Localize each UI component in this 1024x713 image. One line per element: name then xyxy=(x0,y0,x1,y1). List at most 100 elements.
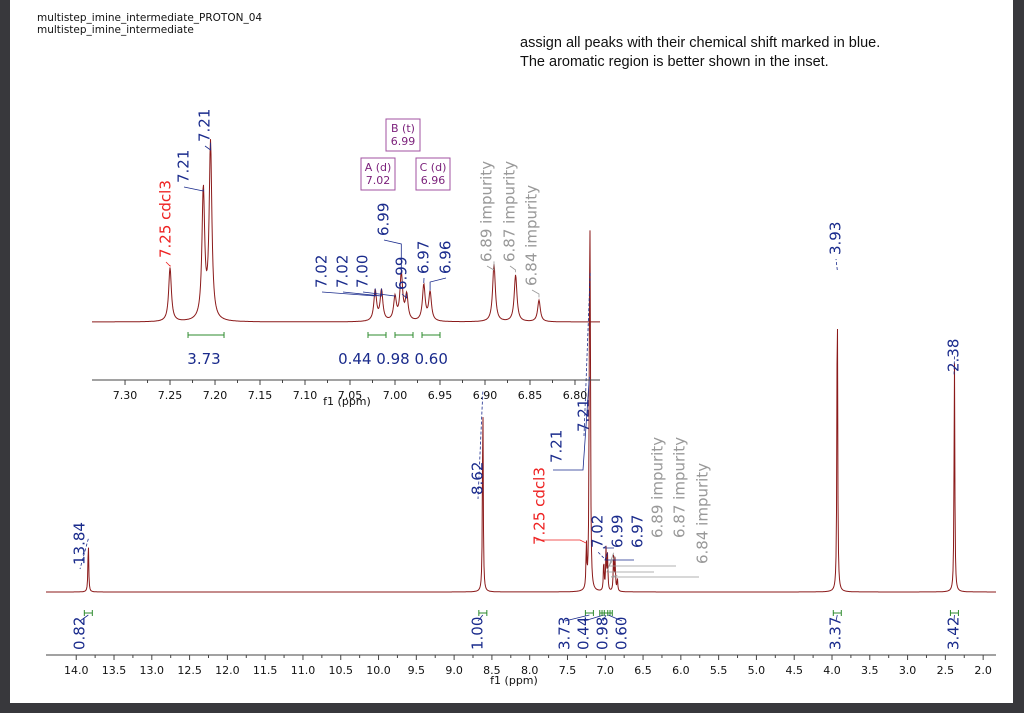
main-integral-leader xyxy=(608,614,623,622)
main-x-axis-tick-label: 5.0 xyxy=(748,664,766,677)
main-integral-leader xyxy=(79,614,89,622)
spectrum-titles: multistep_imine_intermediate_PROTON_04 m… xyxy=(37,12,262,36)
inset-peak-leader xyxy=(531,289,540,298)
main-peak-leader xyxy=(536,539,587,544)
main-peak-label: 6.97 xyxy=(629,515,647,548)
inset-peak-label: 7.02 xyxy=(313,255,331,288)
main-integral-label: 0.44 xyxy=(575,617,593,650)
inset-peak-leader xyxy=(204,142,211,151)
instructions: assign all peaks with their chemical shi… xyxy=(520,34,880,72)
main-x-axis-tick-label: 3.0 xyxy=(899,664,917,677)
main-x-axis-tick-label: 13.0 xyxy=(140,664,165,677)
inset-peak-label: 6.99 xyxy=(393,257,411,290)
experiment-title: multistep_imine_intermediate_PROTON_04 xyxy=(37,12,263,24)
main-integral-label: 0.82 xyxy=(71,617,89,650)
inset-peak-label: 7.02 xyxy=(334,255,352,288)
inset-peak-label: 6.87 impurity xyxy=(501,161,519,262)
main-integral-label: 3.42 xyxy=(945,617,963,650)
main-integral-label: 1.00 xyxy=(469,617,487,650)
main-peak-label: 2.38 xyxy=(945,339,963,372)
main-x-axis-tick-label: 11.5 xyxy=(253,664,278,677)
multiplet-label: C (d) xyxy=(420,161,447,174)
main-x-axis-tick-label: 7.0 xyxy=(597,664,615,677)
main-integral-label: 0.60 xyxy=(613,617,631,650)
main-x-axis-tick-label: 4.5 xyxy=(785,664,803,677)
inset-peak-label: 6.84 impurity xyxy=(523,185,541,286)
main-peak-leader xyxy=(553,376,590,471)
inset-peak-leader xyxy=(165,261,171,267)
main-x-axis-tick-label: 12.0 xyxy=(215,664,240,677)
main-peak-leader xyxy=(597,551,605,559)
main-integral-leader xyxy=(477,614,484,622)
multiplet-box xyxy=(385,118,421,152)
sample-title: multistep_imine_intermediate xyxy=(37,24,194,36)
main-x-axis-tick-label: 2.5 xyxy=(937,664,955,677)
main-integral-label: 3.37 xyxy=(827,617,845,650)
inset-integral-label: 3.73 xyxy=(187,350,220,368)
inset-integral-label: 0.44 0.98 0.60 xyxy=(338,350,448,368)
inset-peak-leader xyxy=(321,288,376,297)
inset-peak-label: 7.21 xyxy=(175,150,193,183)
main-x-axis-tick-label: 6.0 xyxy=(672,664,690,677)
instruction-line-1: assign all peaks with their chemical shi… xyxy=(520,35,881,51)
inset-x-axis-tick-label: 6.85 xyxy=(518,389,543,402)
main-peak-label: 8.62 xyxy=(469,462,487,495)
main-peak-label: 7.21 xyxy=(548,430,566,463)
main-x-axis-tick-label: 11.0 xyxy=(291,664,316,677)
main-peak-leader xyxy=(608,555,676,567)
inset-x-axis-tick-label: 7.00 xyxy=(383,389,408,402)
inset-peak-label: 7.21 xyxy=(196,109,214,142)
inset-peak-leader xyxy=(383,239,402,273)
multiplet-box xyxy=(415,157,451,191)
main-integral-label: 0.98 xyxy=(594,617,612,650)
main-peak-leader xyxy=(606,552,654,573)
inset-x-axis-tick-label: 7.20 xyxy=(203,389,228,402)
main-x-axis-tick-label: 10.0 xyxy=(366,664,391,677)
inset-peak-label: 6.97 xyxy=(415,241,433,274)
inset-peak-leader xyxy=(486,261,495,271)
main-peak-leader xyxy=(610,574,699,578)
main-peak-leader xyxy=(602,546,614,549)
inset-x-axis-title: f1 (ppm) xyxy=(323,395,371,408)
multiplet-shift: 6.96 xyxy=(421,174,446,187)
main-peak-leader xyxy=(604,552,634,561)
main-peak-leader xyxy=(583,273,591,437)
main-peak-label: 7.02 xyxy=(589,515,607,548)
main-integral-leader xyxy=(602,614,607,622)
main-x-axis-tick-label: 9.5 xyxy=(408,664,426,677)
instruction-line-2: The aromatic region is better shown in t… xyxy=(520,54,829,70)
inset-peak-label: 7.25 cdcl3 xyxy=(157,180,175,258)
inset-x-axis-tick-label: 6.95 xyxy=(428,389,453,402)
main-peak-label: 3.93 xyxy=(827,222,845,255)
document-page: multistep_imine_intermediate_PROTON_04 m… xyxy=(10,0,1013,703)
main-x-axis-title: f1 (ppm) xyxy=(490,674,538,687)
inset-x-axis-tick-label: 7.10 xyxy=(293,389,318,402)
main-x-axis-tick-label: 8.5 xyxy=(483,664,501,677)
inset-x-axis-tick-label: 7.25 xyxy=(158,389,183,402)
multiplet-shift: 6.99 xyxy=(391,135,416,148)
inset-peak-leader xyxy=(362,291,396,297)
inset-peak-leader xyxy=(509,265,516,273)
main-integral-leader xyxy=(583,614,604,622)
main-integral-label: 3.73 xyxy=(556,617,574,650)
main-peak-label: 7.25 cdcl3 xyxy=(531,467,549,545)
inset-x-axis-tick-label: 6.90 xyxy=(473,389,498,402)
multiplet-label: B (t) xyxy=(391,122,415,135)
main-integral-leader xyxy=(835,614,838,622)
inset-peak-leader xyxy=(401,293,408,299)
inset-x-axis-tick-label: 6.80 xyxy=(563,389,588,402)
multiplet-label: A (d) xyxy=(365,161,392,174)
main-x-axis-tick-label: 10.5 xyxy=(328,664,353,677)
main-peak-label: 13.84 xyxy=(71,522,89,565)
main-x-axis-tick-label: 4.0 xyxy=(823,664,841,677)
inset-peak-label: 6.96 xyxy=(437,241,455,274)
inset-peak-leader xyxy=(183,186,204,192)
main-x-axis-tick-label: 8.0 xyxy=(521,664,539,677)
main-x-axis-tick-label: 12.5 xyxy=(177,664,202,677)
main-x-axis-tick-label: 7.5 xyxy=(559,664,577,677)
main-x-axis-tick-label: 2.0 xyxy=(974,664,992,677)
main-x-axis-tick-label: 6.5 xyxy=(634,664,652,677)
main-x-axis-tick-label: 3.5 xyxy=(861,664,879,677)
inset-x-axis-tick-label: 7.05 xyxy=(338,389,363,402)
